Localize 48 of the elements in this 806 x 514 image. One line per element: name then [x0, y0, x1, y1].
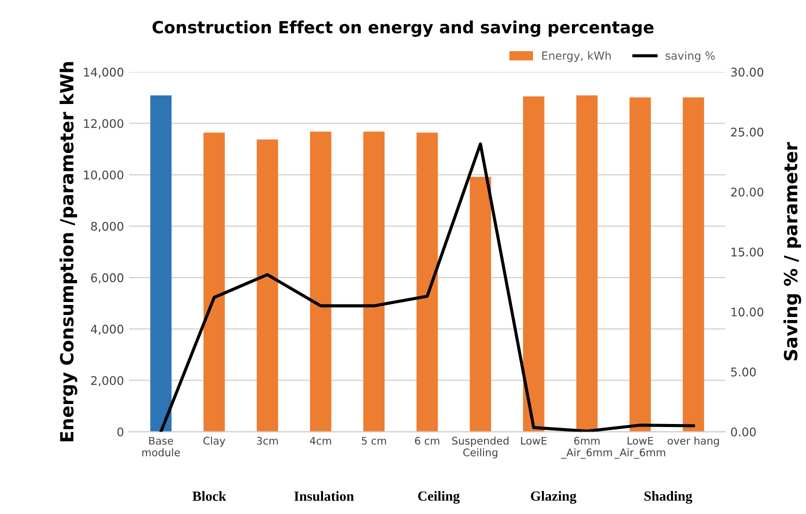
text: Block — [192, 491, 226, 501]
y-tick-label: 4,000 — [90, 324, 124, 335]
y-tick-label: 12,000 — [84, 119, 124, 130]
text: Insulation — [294, 491, 354, 501]
bar — [416, 132, 438, 432]
y-tick-label: 0 — [117, 427, 124, 436]
x-tick-label: LowE _Air_6mm — [614, 436, 666, 459]
y2-tick-label: 5.00 — [731, 368, 756, 376]
text: Ceiling — [418, 491, 460, 504]
bar — [470, 176, 492, 432]
bar — [363, 132, 385, 432]
bar — [256, 140, 278, 432]
bar — [204, 132, 225, 432]
y-tick-label: 8,000 — [91, 222, 124, 232]
line-series — [159, 142, 695, 432]
legend-label: saving % — [666, 51, 715, 62]
y-tick-label: 10,000 — [84, 170, 124, 181]
bar — [682, 97, 704, 432]
x-tick-label: 6 cm — [415, 436, 440, 445]
bar — [523, 96, 544, 432]
y2-tick-label: 20.00 — [731, 188, 764, 197]
x-tick-label: LowE — [521, 436, 547, 445]
x-tick-label: Clay — [203, 436, 226, 447]
y-tick-label: 14,000 — [84, 68, 124, 78]
y2-tick-label: 0.00 — [731, 427, 756, 436]
y-tick-label: 6,000 — [91, 273, 124, 284]
bar — [576, 95, 598, 432]
text: Shading — [644, 491, 692, 504]
y2-tick-label: 25.00 — [731, 128, 764, 137]
x-tick-label: Base module — [142, 436, 180, 456]
y-tick-label: 2,000 — [91, 376, 124, 386]
x-tick-label: 6mm _Air_6mm — [561, 436, 612, 459]
y2-axis-title: Saving % / parameter — [784, 142, 802, 360]
y2-tick-label: 10.00 — [732, 308, 764, 316]
x-tick-label: 5 cm — [362, 436, 386, 445]
legend-label: Energy, kWh — [542, 51, 611, 62]
x-tick-label: over hang — [668, 436, 719, 447]
text: Glazing — [530, 491, 576, 504]
x-tick-label: Suspended Ceiling — [452, 436, 508, 458]
y2-tick-label: 15.00 — [732, 248, 764, 257]
bar — [150, 95, 172, 432]
x-tick-label: 4cm — [310, 436, 332, 445]
bar — [310, 132, 332, 432]
x-tick-label: 3cm — [256, 436, 278, 445]
y2-tick-label: 30.00 — [731, 68, 764, 77]
chart-title: Construction Effect on energy and saving percentage — [152, 20, 654, 37]
bar — [630, 97, 651, 432]
y-axis-title: Energy Consumption /parameter kWh — [60, 62, 78, 442]
